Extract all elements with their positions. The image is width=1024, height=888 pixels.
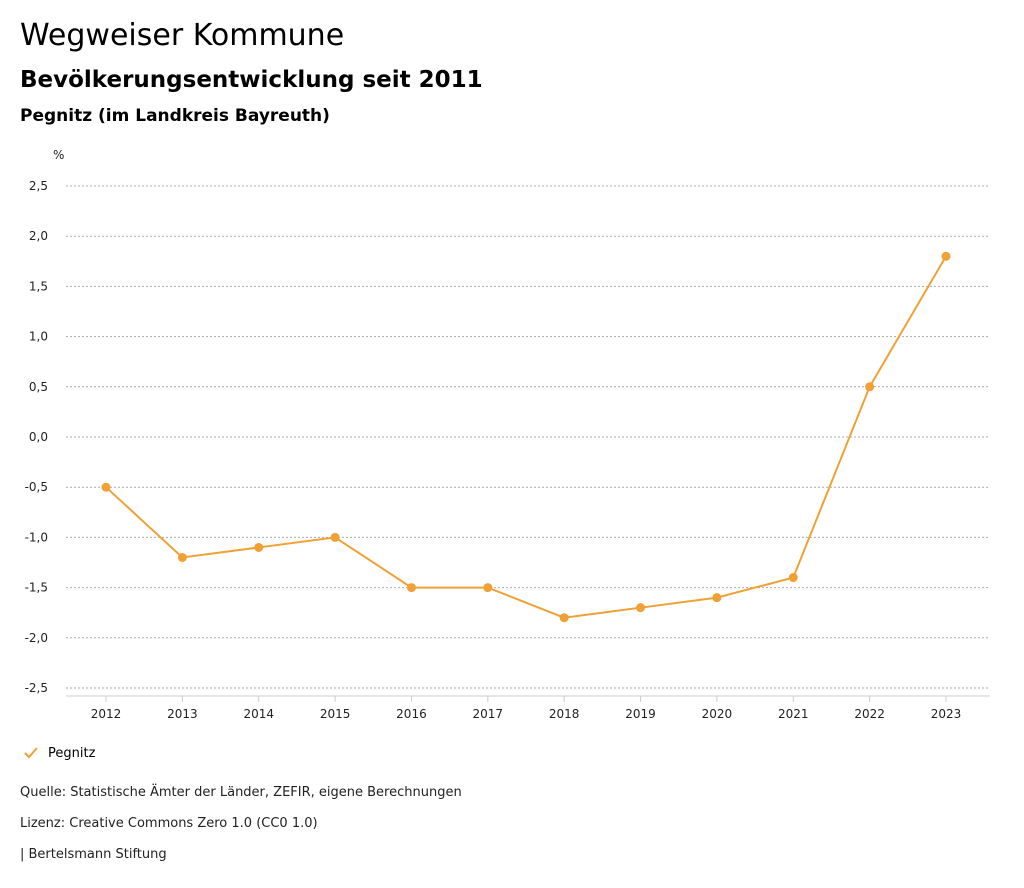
- chart-subtitle: Bevölkerungsentwicklung seit 2011: [20, 67, 483, 93]
- x-tick-label: 2023: [931, 707, 962, 721]
- data-point[interactable]: [406, 583, 416, 593]
- x-tick-label: 2019: [625, 707, 656, 721]
- data-point[interactable]: [330, 532, 340, 542]
- region-label: Pegnitz (im Landkreis Bayreuth): [20, 106, 330, 126]
- y-tick-label: 2,0: [29, 229, 48, 243]
- y-tick-label: -2,5: [25, 681, 48, 695]
- data-point[interactable]: [254, 542, 264, 552]
- x-tick-label: 2021: [778, 707, 809, 721]
- brand-note: | Bertelsmann Stiftung: [20, 847, 167, 862]
- data-point[interactable]: [559, 613, 569, 623]
- y-tick-label: 2,5: [29, 179, 48, 193]
- x-tick-label: 2017: [473, 707, 504, 721]
- data-point[interactable]: [101, 482, 111, 492]
- data-point[interactable]: [712, 593, 722, 603]
- series-pegnitz: [101, 251, 951, 623]
- y-axis-labels: 2,5 2,0 1,5 1,0 0,5 0,0 -0,5 -1,0 -1,5 -2,0 -2,5: [25, 179, 48, 695]
- data-point[interactable]: [483, 583, 493, 593]
- data-point[interactable]: [636, 603, 646, 613]
- y-tick-label: 0,5: [29, 380, 48, 394]
- y-tick-label: -1,5: [25, 581, 48, 595]
- license-note: Lizenz: Creative Commons Zero 1.0 (CC0 1…: [20, 816, 318, 831]
- chart-legend[interactable]: Pegnitz: [22, 744, 95, 762]
- y-tick-label: 0,0: [29, 430, 48, 444]
- y-tick-label: -1,0: [25, 530, 48, 544]
- data-point[interactable]: [177, 552, 187, 562]
- x-tick-label: 2022: [854, 707, 885, 721]
- series-line: [105, 255, 947, 619]
- grid-lines: [66, 185, 990, 689]
- data-point[interactable]: [788, 573, 798, 583]
- x-tick-label: 2020: [702, 707, 733, 721]
- legend-label-pegnitz: Pegnitz: [48, 745, 96, 761]
- x-axis: 2012 2013 2014 2015 2016 2017 2018 2019 2020 2021…: [66, 695, 990, 721]
- data-point[interactable]: [941, 251, 951, 261]
- data-point[interactable]: [865, 382, 875, 392]
- source-note: Quelle: Statistische Ämter der Länder, Z…: [20, 785, 462, 800]
- y-tick-label: 1,5: [29, 279, 48, 293]
- y-tick-label: -2,0: [25, 631, 48, 645]
- x-tick-label: 2018: [549, 707, 580, 721]
- y-tick-label: -0,5: [25, 480, 48, 494]
- x-tick-label: 2013: [167, 707, 198, 721]
- line-chart: % 2,5 2,0 1,5 1,0 0,5 0,0 -0,5 -1,0 -1,5 -2,0 -2,5…: [25, 148, 990, 721]
- x-tick-label: 2015: [320, 707, 351, 721]
- checkmark-icon: [24, 747, 38, 759]
- y-axis-unit: %: [53, 148, 64, 162]
- x-tick-label: 2014: [243, 707, 274, 721]
- x-tick-label: 2016: [396, 707, 427, 721]
- x-tick-label: 2012: [91, 707, 122, 721]
- y-tick-label: 1,0: [29, 330, 48, 344]
- page-title: Wegweiser Kommune: [20, 18, 345, 53]
